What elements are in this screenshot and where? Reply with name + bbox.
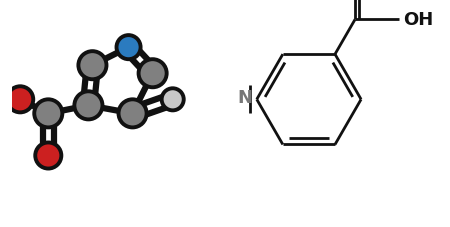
Circle shape (118, 100, 147, 128)
Circle shape (117, 36, 140, 60)
Circle shape (139, 60, 166, 88)
Text: N: N (237, 89, 252, 107)
Circle shape (35, 143, 61, 169)
Circle shape (162, 89, 184, 111)
Circle shape (34, 100, 63, 128)
Circle shape (7, 87, 33, 113)
Circle shape (74, 92, 103, 120)
Text: alamy - E07XC1: alamy - E07XC1 (181, 208, 269, 218)
Circle shape (78, 52, 107, 80)
Text: OH: OH (403, 11, 433, 29)
